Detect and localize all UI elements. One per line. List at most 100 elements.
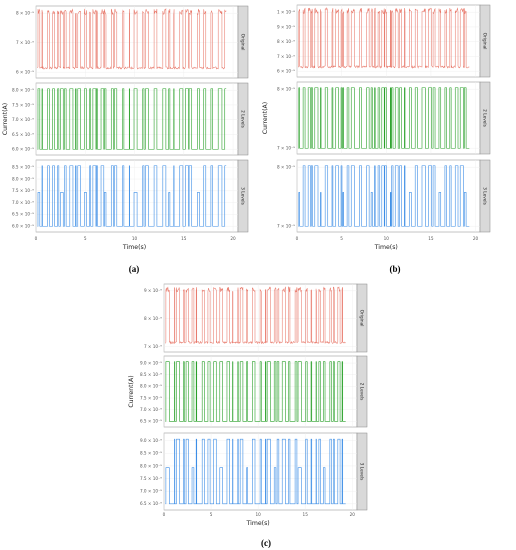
- y-axis-label: Current(A): [2, 103, 9, 135]
- y-tick-label: 7.5 × 10⁻⁹: [12, 102, 34, 107]
- panel-strip: [479, 81, 491, 155]
- strip-label: 2 Levels: [482, 109, 488, 127]
- y-tick-label: 9.0 × 10⁻⁹: [140, 360, 162, 365]
- y-tick-label: 8.5 × 10⁻⁹: [12, 165, 34, 170]
- panel-2-levels: 2 Levels 7 × 10⁻⁹ 8 × 10⁻⁹: [277, 81, 491, 155]
- figure-caption: (c): [261, 538, 271, 548]
- strip-label: 3 Levels: [240, 187, 246, 205]
- panel-strip: [356, 283, 368, 353]
- y-tick-label: 8.0 × 10⁻⁹: [12, 176, 34, 181]
- strip-label: Original: [359, 310, 365, 327]
- series-trace: [298, 87, 470, 149]
- chart-3: Original 7 × 10⁻⁹ 8 × 10⁻⁹ 9 × 10⁻⁹ 2 Levels…: [128, 283, 368, 548]
- figure-caption: (a): [129, 264, 140, 274]
- strip-label: Original: [482, 33, 488, 50]
- chart-2: Original 6 × 10⁻⁹ 7 × 10⁻⁹ 8 × 10⁻⁹ 9 × 10⁻⁹…: [262, 4, 491, 274]
- panel-3-levels: 3 Levels 7 × 10⁻⁹ 8 × 10⁻⁹: [277, 159, 491, 233]
- x-tick-label: 20: [473, 236, 479, 241]
- chart-1: Original 6 × 10⁻⁹ 7 × 10⁻⁹ 8 × 10⁻⁹ 2 Levels…: [2, 5, 249, 274]
- y-tick-label: 7 × 10⁻⁹: [277, 54, 295, 59]
- y-tick-label: 8 × 10⁻⁹: [16, 11, 34, 16]
- series-trace: [165, 361, 346, 422]
- y-tick-label: 8.0 × 10⁻⁹: [140, 463, 162, 468]
- y-tick-label: 6.5 × 10⁻⁹: [12, 132, 34, 137]
- y-tick-label: 8 × 10⁻⁹: [277, 165, 295, 170]
- panel-2-levels: 2 Levels 6.0 × 10⁻⁹ 6.5 × 10⁻⁹ 7.0 × 10⁻⁹ 7.…: [12, 82, 249, 156]
- y-tick-label: 6.5 × 10⁻⁹: [12, 212, 34, 217]
- x-tick-label: 5: [84, 236, 87, 241]
- panel-strip: [479, 159, 491, 233]
- strip-label: 3 Levels: [482, 187, 488, 205]
- panel-strip: [237, 159, 249, 233]
- x-tick-label: 10: [255, 512, 261, 517]
- panel-strip: [479, 4, 491, 78]
- panel-strip: [356, 432, 368, 511]
- y-axis-label: Current(A): [128, 375, 135, 407]
- y-tick-label: 9 × 10⁻⁹: [144, 288, 162, 293]
- panel-area: [163, 355, 358, 428]
- y-tick-label: 9.0 × 10⁻⁹: [140, 438, 162, 443]
- y-tick-label: 7.0 × 10⁻⁹: [12, 117, 34, 122]
- panel-3-levels: 3 Levels 6.5 × 10⁻⁹ 7.0 × 10⁻⁹ 7.5 × 10⁻⁹ 8.…: [140, 432, 368, 511]
- y-tick-label: 8.5 × 10⁻⁹: [140, 372, 162, 377]
- y-tick-label: 7.0 × 10⁻⁹: [12, 200, 34, 205]
- series-trace: [37, 88, 227, 150]
- series-trace: [165, 438, 346, 505]
- x-tick-label: 0: [296, 236, 299, 241]
- y-tick-label: 6 × 10⁻⁹: [277, 69, 295, 74]
- x-tick-label: 0: [163, 512, 166, 517]
- series-trace: [37, 7, 227, 70]
- strip-label: Original: [240, 34, 246, 51]
- x-axis-label: Time(s): [122, 244, 146, 251]
- panel-2-levels: 2 Levels 6.5 × 10⁻⁹ 7.0 × 10⁻⁹ 7.5 × 10⁻⁹ 8.…: [140, 355, 368, 428]
- y-tick-label: 7.5 × 10⁻⁹: [140, 476, 162, 481]
- panel-strip: [237, 82, 249, 156]
- x-tick-label: 20: [350, 512, 356, 517]
- y-tick-label: 9 × 10⁻⁹: [277, 24, 295, 29]
- panel-original: Original 6 × 10⁻⁹ 7 × 10⁻⁹ 8 × 10⁻⁹ 9 × 10⁻⁹…: [277, 4, 491, 78]
- y-tick-label: 7.5 × 10⁻⁹: [140, 395, 162, 400]
- y-tick-label: 8.0 × 10⁻⁹: [12, 88, 34, 93]
- x-tick-label: 15: [428, 236, 434, 241]
- panel-area: [163, 432, 358, 511]
- x-axis-label: Time(s): [246, 520, 270, 527]
- panel-3-levels: 3 Levels 6.0 × 10⁻⁹ 6.5 × 10⁻⁹ 7.0 × 10⁻⁹ 7.…: [12, 159, 249, 233]
- y-tick-label: 8 × 10⁻⁹: [277, 87, 295, 92]
- y-tick-label: 8 × 10⁻⁹: [144, 316, 162, 321]
- y-tick-label: 8.0 × 10⁻⁹: [140, 384, 162, 389]
- strip-label: 2 Levels: [359, 383, 365, 401]
- y-tick-label: 6.0 × 10⁻⁹: [12, 224, 34, 229]
- y-tick-label: 7 × 10⁻⁹: [277, 224, 295, 229]
- y-tick-label: 7 × 10⁻⁹: [16, 40, 34, 45]
- y-tick-label: 6.5 × 10⁻⁹: [140, 501, 162, 506]
- series-trace: [165, 286, 346, 345]
- x-tick-label: 10: [384, 236, 390, 241]
- y-tick-label: 6.0 × 10⁻⁹: [12, 147, 34, 152]
- panel-original: Original 7 × 10⁻⁹ 8 × 10⁻⁹ 9 × 10⁻⁹: [144, 283, 368, 353]
- x-tick-label: 5: [210, 512, 213, 517]
- y-tick-label: 8.5 × 10⁻⁹: [140, 451, 162, 456]
- y-tick-label: 6 × 10⁻⁹: [16, 70, 34, 75]
- x-tick-label: 10: [132, 236, 138, 241]
- x-tick-label: 20: [230, 236, 236, 241]
- y-tick-label: 7.5 × 10⁻⁹: [12, 188, 34, 193]
- y-tick-label: 6.5 × 10⁻⁹: [140, 419, 162, 424]
- x-axis-label: Time(s): [374, 244, 398, 251]
- x-tick-label: 0: [35, 236, 38, 241]
- panel-strip: [356, 355, 368, 428]
- y-tick-label: 7.0 × 10⁻⁹: [140, 489, 162, 494]
- panel-area: [296, 159, 481, 233]
- x-tick-label: 5: [340, 236, 343, 241]
- strip-label: 3 Levels: [359, 463, 365, 481]
- y-tick-label: 1 × 10⁻⁸: [277, 10, 295, 15]
- figure-caption: (b): [390, 264, 401, 274]
- y-axis-label: Current(A): [262, 102, 269, 134]
- series-trace: [298, 7, 470, 69]
- y-tick-label: 7 × 10⁻⁹: [144, 344, 162, 349]
- series-trace: [298, 165, 470, 227]
- x-tick-label: 15: [303, 512, 309, 517]
- strip-label: 2 Levels: [240, 110, 246, 128]
- panel-area: [296, 81, 481, 155]
- series-trace: [37, 165, 227, 227]
